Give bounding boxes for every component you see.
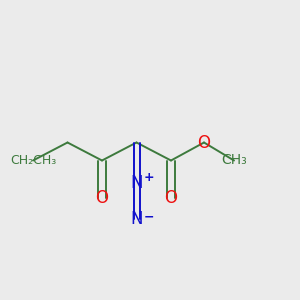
Text: N: N: [130, 210, 143, 228]
Text: +: +: [144, 171, 154, 184]
Text: CH₂CH₃: CH₂CH₃: [10, 154, 56, 167]
Text: O: O: [95, 189, 109, 207]
Text: O: O: [164, 189, 178, 207]
Text: CH₃: CH₃: [221, 154, 247, 167]
Text: −: −: [144, 210, 154, 223]
Text: O: O: [197, 134, 211, 152]
Text: N: N: [130, 174, 143, 192]
